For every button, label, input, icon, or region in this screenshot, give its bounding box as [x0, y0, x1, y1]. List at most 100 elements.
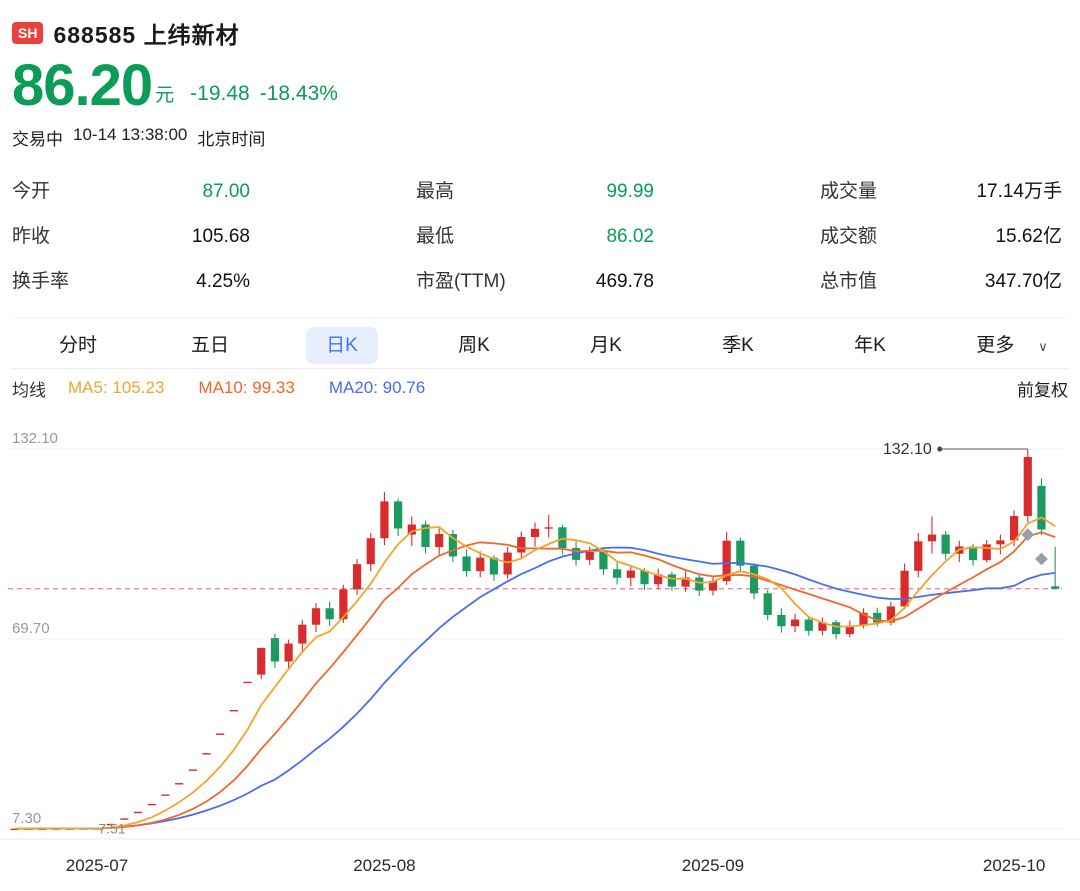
candle-body — [613, 569, 622, 578]
stat-label: 总市值 — [820, 271, 878, 293]
candle-body — [435, 534, 444, 548]
chart-area: 132.10 69.70 7.30 2025-07 2025-08 2025-09 2025… — [0, 409, 1080, 883]
candle-body — [339, 589, 348, 620]
timezone-label: 北京时间 — [197, 130, 266, 150]
trading-status: 交易中 — [12, 130, 63, 150]
chevron-down-icon: ∨ — [1038, 338, 1048, 354]
candle-body — [749, 565, 759, 594]
tab-daily-k[interactable]: 日K — [276, 326, 408, 364]
stat-value: 4.25% — [196, 271, 250, 293]
stat-lowest: 最低 86.02 — [416, 221, 654, 248]
stat-prev-close: 昨收 105.68 — [12, 221, 250, 248]
stock-title: 688585 上纬新材 — [53, 22, 240, 48]
stats-grid: 今开 87.00 最高 99.99 成交量 17.14万手 昨收 105.68 … — [12, 176, 1068, 293]
candlestick-chart[interactable]: 132.10 69.70 7.30 2025-07 2025-08 2025-09 2025… — [0, 409, 1080, 883]
stat-value: 347.70亿 — [984, 271, 1062, 293]
x-axis-label: 2025-08 — [353, 856, 415, 875]
candle-body — [832, 622, 841, 635]
candle-body — [900, 570, 909, 607]
candle-body — [503, 552, 512, 575]
stat-turnover-amount: 成交额 15.62亿 — [820, 221, 1062, 248]
candle-body — [585, 552, 594, 560]
candle-body — [667, 574, 676, 587]
candle-body — [927, 534, 937, 542]
candle-body — [654, 574, 663, 585]
candle-body — [914, 541, 923, 571]
y-axis-label: 69.70 — [12, 620, 50, 637]
candle-body — [544, 527, 553, 529]
trading-status-row: 交易中 10-14 13:38:00 北京时间 — [12, 125, 1068, 150]
candle-body — [845, 625, 854, 635]
candle-body — [873, 612, 882, 623]
candle-body — [161, 794, 170, 796]
candle-body — [366, 538, 375, 565]
exchange-badge: SH — [12, 22, 44, 44]
candle-body — [558, 527, 567, 549]
x-axis-label: 2025-07 — [66, 856, 128, 875]
candle-body — [681, 577, 690, 587]
tab-five-day[interactable]: 五日 — [190, 334, 229, 356]
candle-body — [270, 638, 280, 662]
tab-weekly-k[interactable]: 周K — [458, 334, 490, 356]
tab-monthly-k[interactable]: 月K — [590, 334, 622, 356]
x-axis-label: 2025-10 — [983, 856, 1045, 875]
stat-value: 15.62亿 — [995, 226, 1062, 248]
stat-label: 昨收 — [12, 226, 51, 248]
candle-body — [462, 556, 471, 572]
ma-legend-prefix: 均线 — [12, 380, 46, 400]
ma20-line — [14, 546, 1056, 830]
stat-highest: 最高 99.99 — [416, 176, 654, 203]
change-percent: -18.43% — [259, 82, 338, 106]
candle-body — [257, 647, 266, 675]
candle-body — [1023, 457, 1032, 517]
candle-body — [216, 733, 225, 736]
price-block: 86.20 元 -19.48 -18.43% — [12, 56, 1068, 114]
stat-volume: 成交量 17.14万手 — [820, 176, 1062, 203]
candle-body — [736, 540, 745, 566]
candle-body — [626, 570, 635, 578]
high-price-annotation: 132.10 — [883, 441, 932, 458]
candle-body — [202, 753, 211, 755]
candle-body — [517, 537, 526, 553]
candle-body — [790, 619, 800, 627]
tab-realtime[interactable]: 分时 — [58, 334, 97, 356]
tab-yearly-k[interactable]: 年K — [854, 334, 886, 356]
price-change: -19.48 -18.43% — [190, 82, 338, 106]
adjust-mode-button[interactable]: 前复权 — [1017, 380, 1068, 400]
stat-label: 市盈(TTM) — [416, 271, 506, 293]
candle-body — [448, 534, 457, 557]
candle-body — [1037, 485, 1046, 530]
stat-value: 99.99 — [606, 181, 654, 203]
candle-body — [941, 534, 950, 554]
stat-value: 86.02 — [606, 226, 654, 248]
candle-body — [243, 681, 252, 684]
candle-body — [311, 608, 321, 625]
low-price-annotation: 7.51 — [98, 820, 125, 836]
candle-body — [284, 643, 293, 662]
candle-body — [968, 546, 978, 561]
tab-more[interactable]: 更多 ∨ — [976, 334, 1048, 356]
stat-label: 最低 — [416, 226, 455, 248]
candle-body — [133, 811, 143, 814]
stat-market-cap: 总市值 347.70亿 — [820, 266, 1062, 293]
stat-pe-ttm: 市盈(TTM) 469.78 — [416, 266, 654, 293]
candle-body — [859, 612, 868, 626]
candle-body — [1051, 586, 1060, 589]
event-marker-icon — [1035, 552, 1048, 566]
stat-label: 换手率 — [12, 271, 70, 293]
ma10-value: MA10: 99.33 — [198, 378, 295, 398]
stat-value: 469.78 — [595, 271, 654, 293]
candle-body — [120, 818, 129, 820]
candle-body — [298, 624, 307, 644]
candle-body — [380, 501, 389, 539]
candle-body — [394, 501, 403, 529]
change-amount: -19.48 — [190, 82, 250, 106]
candle-body — [695, 577, 704, 591]
price-unit-label: 元 — [155, 85, 175, 107]
y-axis-label: 7.30 — [12, 810, 41, 827]
candle-body — [421, 524, 430, 548]
y-axis-label: 132.10 — [12, 430, 58, 447]
candle-body — [476, 557, 485, 572]
stat-turnover-rate: 换手率 4.25% — [12, 266, 250, 293]
tab-quarterly-k[interactable]: 季K — [722, 334, 754, 356]
